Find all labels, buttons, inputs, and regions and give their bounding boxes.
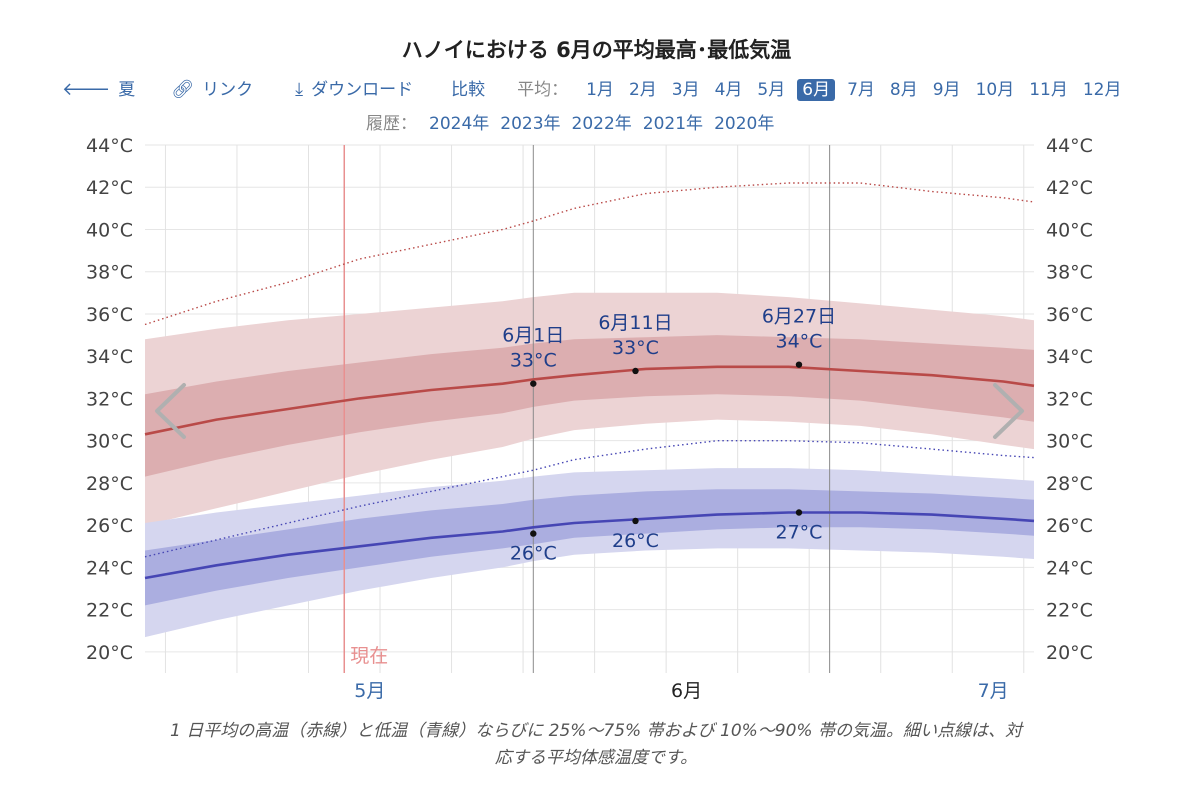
back-link[interactable]: 🡐 夏 (62, 75, 135, 100)
x-month-label: 6月 (671, 680, 702, 702)
next-chevron-icon[interactable] (993, 383, 1024, 439)
y-tick-label-left: 22°C (86, 600, 133, 622)
history-year-3[interactable]: 2021年 (642, 113, 704, 134)
y-tick-label-left: 40°C (86, 219, 133, 241)
history-bar: 履歴： 2024年 2023年 2022年 2021年 2020年 (366, 109, 785, 134)
annotation-value: 26°C (510, 543, 557, 565)
month-option-8[interactable]: 8月 (889, 79, 918, 100)
month-option-10[interactable]: 10月 (975, 79, 1015, 100)
y-tick-label-right: 20°C (1046, 642, 1093, 664)
year-selector: 2024年 2023年 2022年 2021年 2020年 (429, 109, 785, 134)
month-option-1[interactable]: 1月 (586, 79, 614, 100)
y-tick-label-left: 28°C (86, 473, 133, 495)
y-tick-label-left: 20°C (86, 642, 133, 664)
history-year-1[interactable]: 2023年 (500, 113, 561, 134)
arrow-left-icon: 🡐 (62, 78, 111, 100)
chart-title: ハノイにおける 6月の平均最高･最低気温 (401, 38, 792, 62)
month-option-12[interactable]: 12月 (1082, 79, 1122, 100)
y-tick-label-right: 28°C (1046, 473, 1093, 495)
history-year-4[interactable]: 2020年 (714, 113, 775, 134)
caption-line-2: 応する平均体感温度です。 (494, 748, 698, 768)
y-tick-label-left: 44°C (86, 135, 133, 157)
annotation-point (632, 517, 639, 525)
y-tick-label-right: 34°C (1046, 346, 1093, 368)
share-link-label: リンク (202, 79, 254, 100)
annotation-value: 33°C (612, 337, 659, 359)
download-link[interactable]: ⤓ ダウンロード (295, 75, 413, 100)
y-tick-label-left: 30°C (86, 431, 133, 453)
month-selector: 1月 2月 3月 4月 5月 6月 7月 8月 9月 10月 11月 12月 (574, 75, 1124, 101)
y-tick-label-right: 44°C (1046, 135, 1093, 157)
y-tick-label-right: 24°C (1046, 557, 1093, 579)
chart-nav-bar: 🡐 夏 🔗︎ リンク ⤓ ダウンロード 比較 平均： 1月 2月 3月 4月 5月 6月 7月 8月… (62, 74, 1124, 101)
x-month-label: 7月 (978, 680, 1009, 702)
average-label: 平均： (517, 79, 569, 100)
y-tick-label-right: 32°C (1046, 388, 1093, 410)
annotation-date: 6月1日 (502, 325, 564, 347)
history-year-2[interactable]: 2022年 (571, 113, 632, 134)
now-label: 現在 (350, 645, 388, 667)
chain-link-icon: 🔗︎ (171, 78, 195, 100)
annotation-point (795, 361, 803, 368)
month-option-11[interactable]: 11月 (1029, 79, 1068, 100)
month-option-5[interactable]: 5月 (757, 79, 786, 100)
month-option-3[interactable]: 3月 (671, 79, 700, 100)
x-month-label: 5月 (354, 680, 385, 702)
caption-line-1: 1 日平均の高温（赤線）と低温（青線）ならびに 25%〜75% 帯および 10%… (170, 721, 1022, 741)
y-tick-label-right: 26°C (1046, 515, 1093, 537)
history-label: 履歴： (366, 113, 417, 134)
y-tick-label-left: 24°C (86, 557, 133, 579)
annotation-value: 33°C (510, 350, 557, 372)
month-option-7[interactable]: 7月 (847, 79, 875, 100)
y-tick-label-left: 34°C (86, 346, 133, 368)
annotation-point (530, 380, 537, 387)
y-tick-label-left: 36°C (86, 304, 133, 326)
annotation-date: 6月11日 (598, 312, 672, 334)
annotation-point (632, 367, 639, 375)
low-band-25-75 (145, 489, 1034, 606)
low-feels-like-line (144, 440, 1035, 558)
prev-chevron-icon[interactable] (155, 383, 186, 439)
download-icon: ⤓ (295, 78, 304, 100)
y-tick-label-right: 30°C (1046, 431, 1093, 453)
annotation-point (530, 530, 537, 537)
month-option-6[interactable]: 6月 (797, 78, 836, 101)
share-link[interactable]: 🔗︎ リンク (171, 75, 253, 100)
back-link-label: 夏 (118, 79, 136, 100)
month-option-2[interactable]: 2月 (628, 79, 657, 100)
y-tick-label-right: 36°C (1046, 304, 1093, 326)
y-tick-label-right: 38°C (1046, 262, 1093, 284)
y-tick-label-left: 32°C (86, 388, 133, 410)
y-tick-label-left: 26°C (86, 515, 133, 537)
annotation-point (795, 509, 803, 516)
high-temp-line (144, 365, 1035, 436)
download-link-label: ダウンロード (311, 79, 414, 100)
month-option-9[interactable]: 9月 (932, 79, 961, 100)
y-tick-label-right: 40°C (1046, 219, 1093, 241)
annotation-date: 6月27日 (762, 306, 836, 328)
low-temp-line (144, 511, 1035, 580)
annotation-value: 34°C (776, 331, 823, 353)
y-tick-label-left: 38°C (86, 262, 133, 284)
y-tick-label-left: 42°C (86, 177, 133, 199)
compare-link[interactable]: 比較 (451, 79, 486, 100)
y-tick-label-right: 22°C (1046, 600, 1093, 622)
annotation-value: 26°C (612, 530, 659, 552)
history-year-0[interactable]: 2024年 (429, 113, 490, 134)
y-tick-label-right: 42°C (1046, 177, 1093, 199)
annotation-value: 27°C (776, 521, 823, 543)
chart-caption: 1 日平均の高温（赤線）と低温（青線）ならびに 25%〜75% 帯および 10%… (96, 718, 1096, 772)
high-band-25-75 (145, 335, 1034, 477)
month-option-4[interactable]: 4月 (714, 79, 743, 100)
